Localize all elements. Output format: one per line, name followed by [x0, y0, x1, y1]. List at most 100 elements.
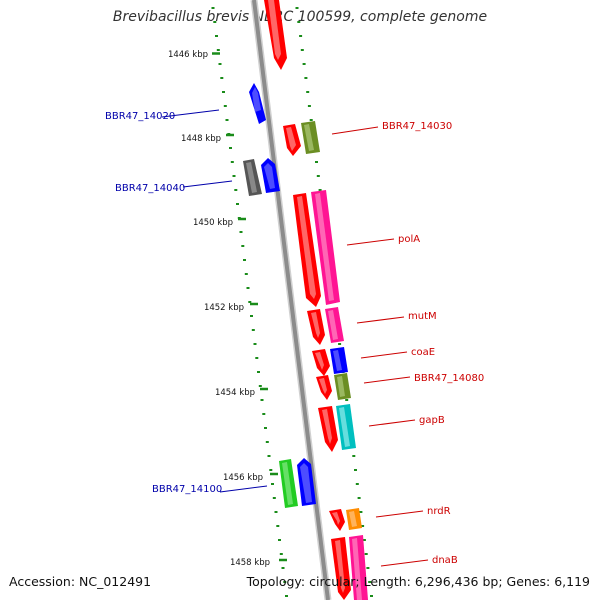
gene-label-BBR47_14100[interactable]: BBR47_14100 [152, 484, 222, 495]
guide-dot-left [265, 441, 269, 443]
guide-dot-right [309, 119, 313, 121]
guide-dot-right [368, 581, 372, 583]
guide-dot-right [345, 399, 349, 401]
guide-dot-left [253, 343, 257, 345]
guide-dot-right [362, 539, 366, 541]
guide-dot-left [218, 63, 222, 65]
guide-dot-left [257, 371, 260, 373]
guide-dot-right [295, 7, 299, 9]
guide-dot-right [366, 567, 370, 569]
guide-dot-right [359, 511, 363, 513]
guide-dot-left [232, 175, 236, 177]
gene-label-polA[interactable]: polA [398, 234, 420, 245]
guide-dot-right [338, 343, 342, 345]
guide-dot-right [299, 35, 303, 37]
tick-label-1446: 1446 kbp [168, 50, 208, 60]
topology-text: Topology: circular; Length: 6,296,436 bp… [246, 574, 590, 589]
gene-label-coaE[interactable]: coaE [411, 347, 435, 358]
gene-label-BBR47_14080[interactable]: BBR47_14080 [414, 373, 484, 384]
scale-tick-1454: 1454 kbp [215, 387, 268, 398]
guide-dot-left [260, 399, 264, 401]
tick-label-1448: 1448 kbp [181, 134, 221, 144]
guide-dot-left [241, 245, 245, 247]
guide-dot-left [222, 91, 225, 93]
guide-dot-right [370, 595, 373, 597]
guide-dot-left [225, 119, 229, 121]
guide-dot-left [281, 567, 285, 569]
guide-dot-right [300, 49, 304, 51]
gene-label-nrdR[interactable]: nrdR [427, 506, 451, 517]
guide-dot-left [211, 7, 215, 9]
guide-dot-left [278, 539, 281, 541]
scale-tick-1448: 1448 kbp [181, 133, 234, 144]
tick-label-1452: 1452 kbp [204, 303, 244, 313]
guide-dot-left [258, 385, 262, 387]
scale-tick-1456: 1456 kbp [223, 472, 278, 483]
scale-tick-1446: 1446 kbp [168, 50, 220, 60]
guide-dot-left [271, 483, 274, 485]
tick-label-1458: 1458 kbp [230, 558, 270, 568]
gene-label-BBR47_14030[interactable]: BBR47_14030 [382, 121, 452, 132]
map-title: Brevibacillus brevis NBRC 100599, comple… [112, 9, 488, 25]
guide-dot-left [243, 259, 246, 261]
scale-tick-1458: 1458 kbp [230, 558, 287, 568]
gene-label-BBR47_14020[interactable]: BBR47_14020 [105, 111, 175, 122]
guide-dot-right [307, 105, 311, 107]
guide-dot-left [215, 35, 218, 37]
guide-dot-left [264, 427, 267, 429]
guide-dot-left [234, 189, 238, 191]
gene-label-gapB[interactable]: gapB [419, 415, 445, 426]
guide-dot-left [230, 161, 234, 163]
guide-dot-right [315, 161, 318, 163]
guide-dot-left [255, 357, 259, 359]
forward-strand-genes [264, 0, 368, 600]
guide-dot-right [364, 553, 368, 555]
guide-dot-left [244, 273, 248, 275]
guide-dot-right [361, 525, 365, 527]
guide-dot-right [357, 497, 361, 499]
guide-dot-left [236, 203, 239, 205]
guide-dot-left [229, 147, 232, 149]
guide-dot-left [285, 595, 288, 597]
guide-dot-left [216, 49, 220, 51]
guide-dot-right [306, 91, 310, 93]
guide-dot-left [272, 497, 276, 499]
gene-labels: BBR47_14020 BBR47_14030 BBR47_14040 polA… [105, 109, 484, 567]
tick-label-1450: 1450 kbp [193, 218, 233, 228]
guide-dot-right [304, 77, 308, 79]
guide-dot-left [239, 231, 243, 233]
guide-dot-right [318, 189, 322, 191]
guide-dot-left [248, 301, 252, 303]
guide-dot-right [355, 483, 359, 485]
gene-label-BBR47_14040[interactable]: BBR47_14040 [115, 183, 185, 194]
guide-dot-left [269, 469, 273, 471]
guide-dot-left [246, 287, 250, 289]
gene-label-mutM[interactable]: mutM [408, 311, 437, 322]
tick-label-1456: 1456 kbp [223, 473, 263, 483]
guide-dot-right [302, 63, 306, 65]
reverse-strand-genes [243, 83, 316, 508]
guide-dot-left [262, 413, 266, 415]
scale-tick-1450: 1450 kbp [193, 217, 246, 228]
guide-dot-left [283, 581, 287, 583]
tick-label-1454: 1454 kbp [215, 388, 255, 398]
guide-dot-left [213, 21, 217, 23]
guide-dot-right [297, 21, 301, 23]
guide-dot-left [279, 553, 283, 555]
scale-tick-1452: 1452 kbp [204, 302, 258, 313]
guide-dot-left [251, 329, 255, 331]
guide-dot-right [352, 455, 356, 457]
genome-backbone-core [252, 0, 330, 600]
guide-dot-left [250, 315, 253, 317]
guide-dot-right [354, 469, 357, 471]
scale-ticks: 1446 kbp 1448 kbp 1450 kbp 1452 kbp 1454… [168, 50, 287, 568]
guide-dot-left [267, 455, 271, 457]
gene-label-dnaB[interactable]: dnaB [432, 555, 458, 566]
guide-dot-left [276, 525, 280, 527]
guide-dot-left [274, 511, 278, 513]
guide-dot-right [316, 175, 320, 177]
guide-dot-left [220, 77, 224, 79]
accession-text: Accession: NC_012491 [9, 574, 152, 589]
